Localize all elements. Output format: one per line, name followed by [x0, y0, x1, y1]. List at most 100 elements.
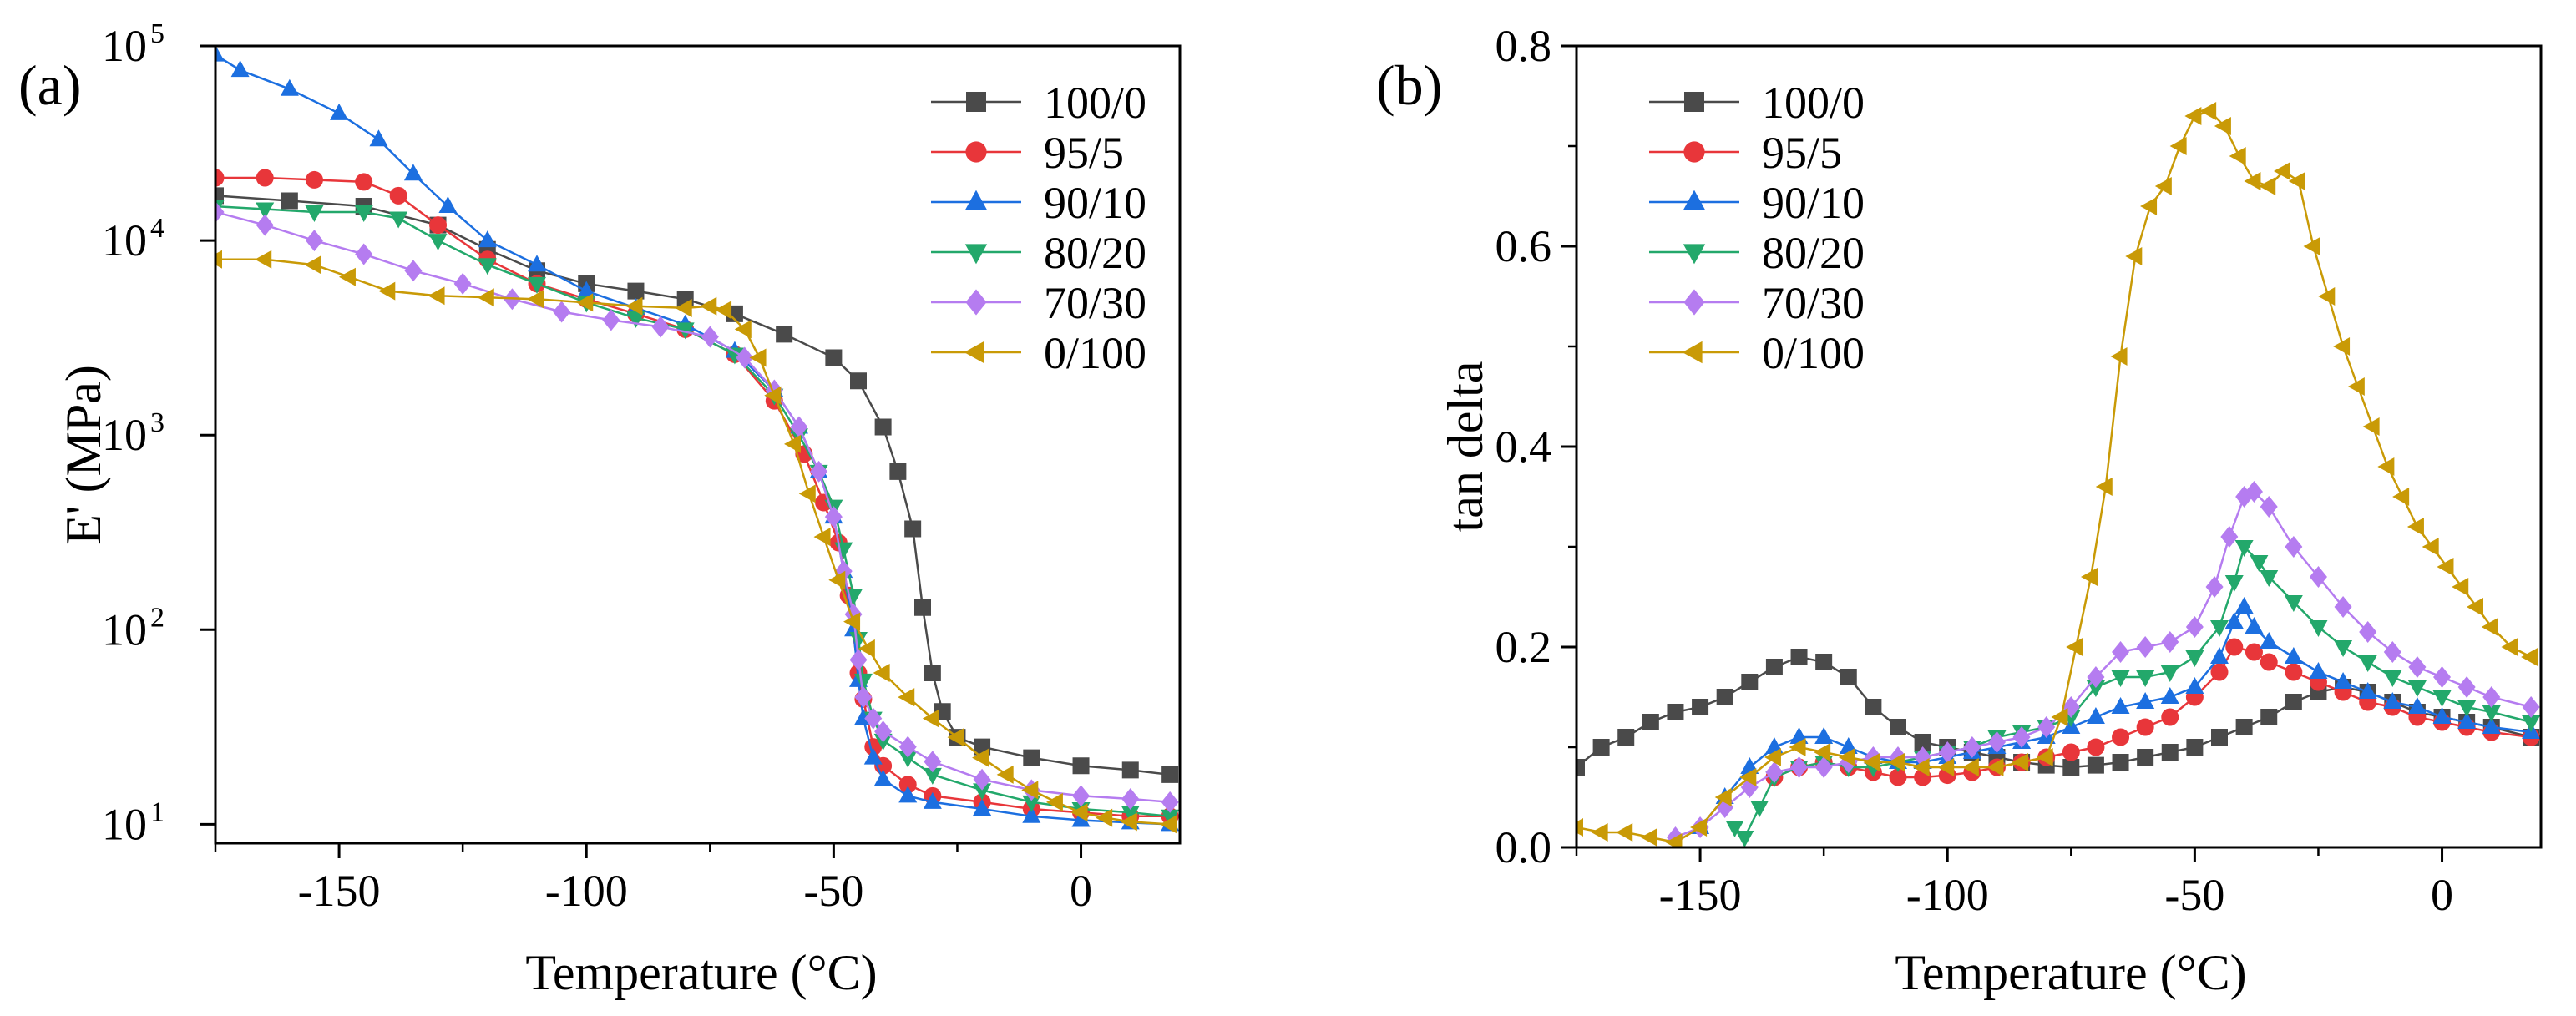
- data-point: [2185, 616, 2204, 638]
- data-point: [2334, 596, 2352, 618]
- data-point: [2184, 107, 2202, 125]
- data-point: [2285, 694, 2302, 710]
- data-point: [2224, 575, 2244, 592]
- data-point: [1937, 758, 1955, 776]
- data-point: [2210, 647, 2229, 664]
- data-point: [858, 639, 875, 658]
- data-point: [1888, 753, 1905, 771]
- legend-item-90-10: 90/10: [931, 178, 1146, 228]
- y-tick-label: 10: [102, 215, 147, 265]
- data-point: [1121, 761, 1139, 779]
- panel-b: (b) tan delta Temperature (°C) -150 -100-…: [1376, 21, 2543, 1000]
- legend-label: 95/5: [1762, 128, 1842, 178]
- data-point: [824, 506, 843, 528]
- data-point: [1890, 719, 1906, 735]
- data-point: [973, 768, 991, 791]
- data-point: [1161, 791, 1179, 813]
- data-point: [215, 46, 225, 62]
- data-point: [2284, 647, 2303, 664]
- data-point: [2432, 690, 2452, 707]
- data-point: [2086, 680, 2105, 697]
- data-point: [2333, 337, 2351, 356]
- data-point: [2482, 717, 2501, 734]
- data-point: [1591, 823, 1608, 842]
- y-tick-exponent: 3: [150, 407, 164, 438]
- data-point: [2012, 726, 2031, 748]
- data-point: [577, 281, 596, 298]
- data-point: [2087, 666, 2105, 688]
- data-point: [1764, 748, 1781, 766]
- data-point: [2140, 197, 2158, 215]
- x-tick-label: -50: [2164, 870, 2224, 920]
- legend-label: 0/100: [1044, 328, 1146, 378]
- legend-item-0-100: 0/100: [931, 328, 1146, 378]
- panel-b-plot-frame: [1575, 44, 2543, 849]
- data-point: [2433, 666, 2452, 688]
- data-point: [2012, 753, 2029, 771]
- legend-item-95-5: 95/5: [931, 128, 1124, 178]
- panel-a-plot-frame: [214, 44, 1182, 845]
- data-point: [2160, 687, 2179, 704]
- data-point: [810, 460, 828, 483]
- data-point: [2288, 172, 2305, 190]
- data-point: [338, 267, 356, 286]
- data-point: [256, 214, 274, 236]
- legend-item-80-20: 80/20: [931, 228, 1146, 278]
- series-90-10: [215, 46, 1180, 832]
- data-point: [898, 786, 918, 803]
- legend-item-80-20: 80/20: [1649, 228, 1865, 278]
- data-point: [2224, 612, 2244, 629]
- data-point: [304, 255, 321, 275]
- data-point: [2482, 686, 2501, 708]
- data-point: [764, 386, 782, 405]
- data-point: [1096, 808, 1113, 827]
- data-point: [2062, 759, 2080, 776]
- data-point: [230, 60, 250, 78]
- data-point: [898, 751, 918, 768]
- y-tick-label: 10: [102, 410, 147, 460]
- data-point: [2260, 709, 2278, 725]
- data-point: [973, 798, 992, 816]
- data-point: [1617, 729, 1635, 746]
- data-point: [256, 202, 275, 220]
- data-point: [2066, 638, 2083, 656]
- legend-marker: [964, 244, 988, 265]
- series-0-100: [1576, 102, 2538, 847]
- data-point: [2154, 177, 2172, 195]
- data-point: [2169, 137, 2187, 155]
- data-point: [1814, 756, 1833, 778]
- data-point: [2437, 558, 2454, 576]
- data-point: [2259, 177, 2276, 195]
- data-point: [2161, 744, 2179, 761]
- data-point: [215, 201, 225, 224]
- legend-label: 70/30: [1044, 278, 1146, 328]
- data-point: [305, 205, 324, 223]
- data-point: [2422, 538, 2439, 556]
- data-point: [2482, 705, 2501, 722]
- data-point: [843, 612, 861, 631]
- data-point: [923, 767, 942, 785]
- data-point: [2086, 707, 2105, 724]
- data-point: [2186, 739, 2204, 756]
- data-point: [972, 748, 989, 767]
- data-point: [715, 301, 732, 320]
- data-point: [2185, 650, 2204, 667]
- legend-label: 90/10: [1044, 178, 1146, 228]
- data-point: [389, 186, 407, 205]
- data-point: [1714, 788, 1732, 806]
- data-point: [355, 173, 373, 191]
- data-point: [749, 348, 767, 367]
- data-point: [576, 293, 594, 312]
- data-point: [2408, 656, 2427, 678]
- data-point: [1072, 757, 1090, 775]
- data-point: [2407, 697, 2427, 714]
- data-point: [527, 290, 544, 309]
- data-point: [355, 243, 373, 265]
- data-point: [2457, 676, 2476, 698]
- data-point: [2522, 715, 2541, 732]
- data-point: [453, 272, 472, 295]
- series-line: [215, 53, 1171, 826]
- data-point: [1045, 792, 1063, 811]
- legend-label: 100/0: [1044, 78, 1146, 128]
